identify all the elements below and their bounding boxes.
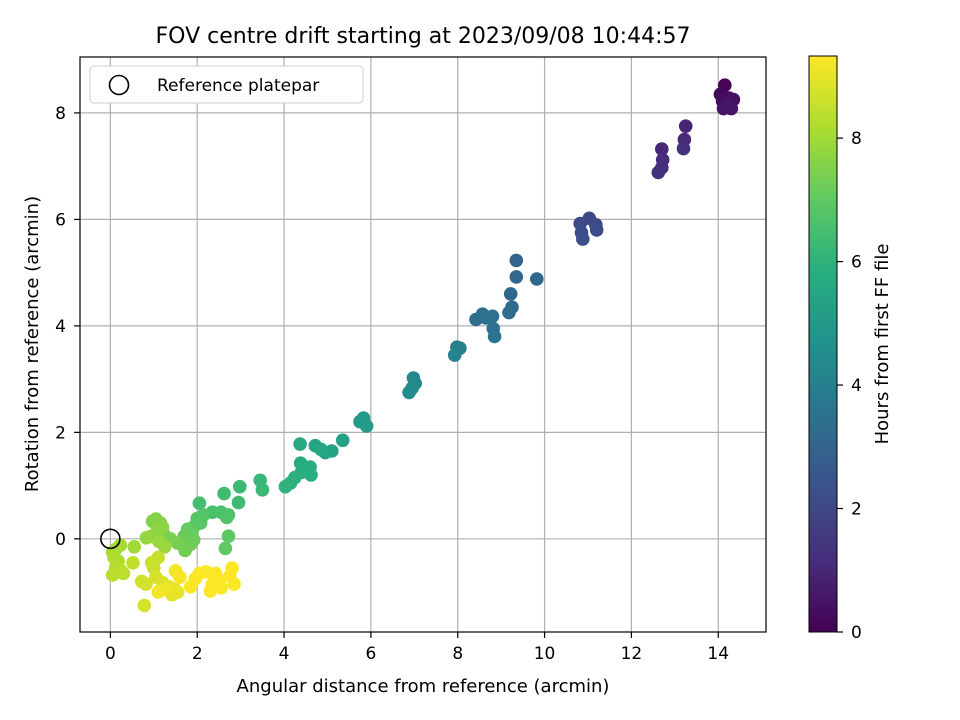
colorbar: 0 2 4 6 8 Hours from first FF file xyxy=(808,55,893,643)
x-tick-label: 0 xyxy=(105,644,116,664)
data-point xyxy=(127,540,142,554)
legend: Reference platepar xyxy=(89,65,364,104)
data-point xyxy=(214,581,228,595)
x-axis-label: Angular distance from reference (arcmin) xyxy=(237,676,610,697)
x-tick-label: 12 xyxy=(621,644,643,664)
x-tick-label: 4 xyxy=(279,644,290,664)
data-point xyxy=(479,311,493,325)
data-point xyxy=(304,468,318,482)
data-point xyxy=(151,585,165,599)
data-point xyxy=(359,419,374,433)
colorbar-tick-label: 6 xyxy=(851,253,862,273)
colorbar-gradient xyxy=(808,55,838,633)
x-tick-label: 10 xyxy=(534,644,556,664)
data-point xyxy=(576,232,590,246)
colorbar-tick-label: 8 xyxy=(851,129,862,149)
y-tick-label: 2 xyxy=(55,423,66,443)
data-point xyxy=(227,577,241,591)
data-point xyxy=(651,165,666,180)
colorbar-tick-label: 2 xyxy=(851,500,862,520)
data-point xyxy=(278,479,293,494)
data-point xyxy=(676,141,691,156)
data-point xyxy=(678,119,693,133)
data-point xyxy=(530,272,544,286)
data-point xyxy=(402,385,416,400)
data-point xyxy=(157,540,172,554)
data-point xyxy=(487,329,502,344)
data-point xyxy=(469,312,483,327)
reference-marker xyxy=(100,528,121,550)
x-tick-label: 6 xyxy=(365,644,376,664)
colorbar-tick-label: 0 xyxy=(851,623,862,643)
colorbar-label: Hours from first FF file xyxy=(872,244,893,445)
colorbar-ticks: 0 2 4 6 8 xyxy=(837,129,862,643)
legend-label: Reference platepar xyxy=(157,76,319,96)
data-point xyxy=(173,570,187,584)
data-point xyxy=(137,598,152,613)
y-tick-label: 6 xyxy=(55,210,66,230)
data-point xyxy=(335,433,350,448)
y-tick-label: 0 xyxy=(55,530,66,550)
data-point xyxy=(502,305,516,320)
y-axis-ticks: 0 2 4 6 8 xyxy=(55,104,80,550)
legend-box xyxy=(89,65,364,104)
plot-frame xyxy=(79,56,767,633)
x-tick-label: 8 xyxy=(452,644,463,664)
data-point xyxy=(151,550,165,565)
data-point xyxy=(720,98,734,112)
data-point xyxy=(509,253,524,268)
data-point xyxy=(139,531,154,545)
data-point xyxy=(139,577,153,591)
data-point xyxy=(105,568,120,582)
data-point xyxy=(314,442,328,457)
data-point xyxy=(255,483,270,497)
chart-title: FOV centre drift starting at 2023/09/08 … xyxy=(156,24,691,49)
data-point xyxy=(503,287,518,301)
data-point xyxy=(293,437,307,451)
legend-marker xyxy=(108,74,130,96)
y-tick-label: 4 xyxy=(55,317,66,337)
data-point xyxy=(116,566,131,581)
data-point xyxy=(447,348,462,362)
x-axis-ticks: 0 2 4 6 8 10 12 14 xyxy=(105,632,729,664)
data-point xyxy=(192,496,207,511)
data-point xyxy=(220,510,234,525)
data-point xyxy=(217,486,231,501)
data-point xyxy=(221,529,236,543)
data-point xyxy=(203,584,218,598)
data-point xyxy=(509,270,524,284)
data-points xyxy=(105,78,741,613)
data-point xyxy=(183,579,198,594)
data-point xyxy=(655,142,669,156)
y-axis-label: Rotation from reference (arcmin) xyxy=(22,196,43,492)
data-point xyxy=(170,585,185,599)
data-point xyxy=(233,479,247,494)
x-tick-label: 2 xyxy=(192,644,203,664)
data-point xyxy=(126,556,140,570)
x-tick-label: 14 xyxy=(707,644,729,664)
y-tick-label: 8 xyxy=(55,104,66,124)
colorbar-tick-label: 4 xyxy=(851,376,862,396)
data-point xyxy=(231,495,246,510)
data-point xyxy=(218,541,233,556)
data-point xyxy=(589,223,604,237)
